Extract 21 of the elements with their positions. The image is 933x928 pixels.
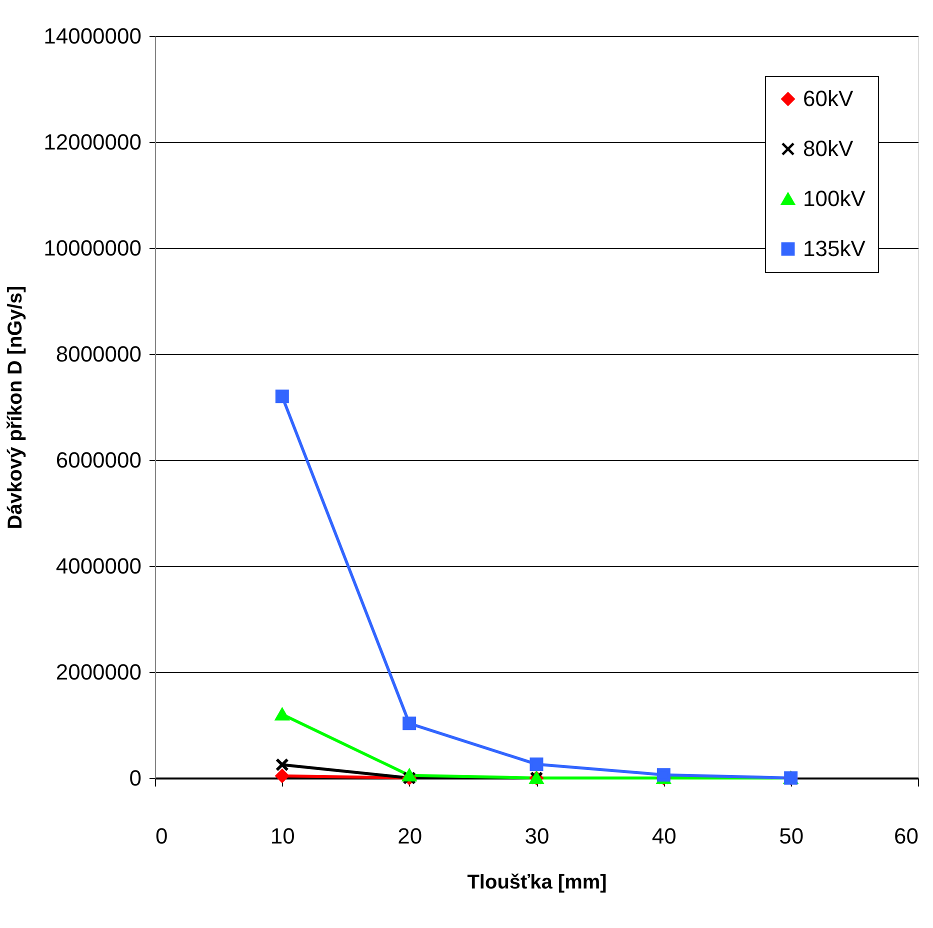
legend-label: 100kV (803, 186, 866, 211)
y-tick-label: 12000000 (44, 130, 142, 154)
y-axis-title: Dávkový příkon D [nGy/s] (4, 286, 27, 530)
x-axis-title: Tloušťka [mm] (467, 872, 607, 894)
x-tick-label: 30 (524, 824, 550, 848)
legend-label: 135kV (803, 236, 866, 261)
legend-label: 80kV (803, 136, 854, 161)
y-tick-label: 0 (129, 766, 142, 790)
y-tick-label: 4000000 (56, 554, 142, 578)
legend-label: 60kV (803, 86, 854, 111)
x-tick-label: 20 (398, 824, 422, 848)
x-tick-label: 60 (894, 824, 918, 848)
y-tick-label: 10000000 (44, 236, 142, 260)
y-tick-label: 6000000 (56, 448, 142, 472)
y-tick-label: 2000000 (56, 660, 142, 684)
x-tick-label: 50 (779, 824, 804, 848)
x-tick-label: 0 (156, 824, 168, 848)
y-tick-label: 8000000 (56, 342, 142, 366)
x-tick-label: 40 (652, 824, 676, 848)
x-tick-label: 10 (270, 824, 295, 848)
y-tick-label: 14000000 (44, 24, 142, 48)
